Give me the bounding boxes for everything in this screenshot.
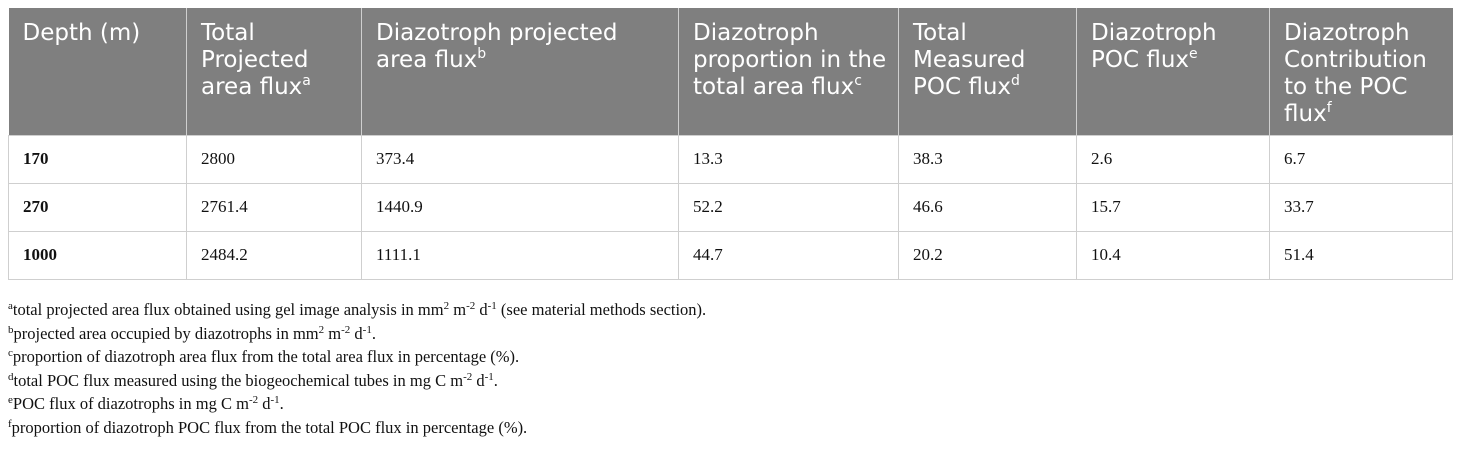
table-row: 170 2800 373.4 13.3 38.3 2.6 6.7 — [8, 134, 1453, 184]
footnote-c: cproportion of diazotroph area flux from… — [8, 347, 520, 366]
footnotes: atotal projected area flux obtained usin… — [8, 298, 706, 439]
table-cell: 2761.4 — [186, 182, 362, 232]
header-total-measured-poc-flux: Total Measured POC fluxd — [898, 8, 1077, 135]
footnote-b: bprojected area occupied by diazotrophs … — [8, 323, 376, 343]
table-cell: 13.3 — [678, 134, 899, 184]
table-cell: 2800 — [186, 134, 362, 184]
table-cell: 51.4 — [1269, 230, 1453, 280]
table-cell: 10.4 — [1076, 230, 1270, 280]
table-cell: 33.7 — [1269, 182, 1453, 232]
table-cell: 1000 — [8, 230, 187, 280]
footnote-e: ePOC flux of diazotrophs in mg C m-2 d-1… — [8, 394, 284, 413]
footnote-f: fproportion of diazotroph POC flux from … — [8, 417, 528, 437]
footnote-d: dtotal POC flux measured using the bioge… — [8, 370, 498, 390]
header-diazotroph-contribution: Diazotroph Contribution to the POC fluxf — [1269, 8, 1453, 135]
table-cell: 44.7 — [678, 230, 899, 280]
table-cell: 46.6 — [898, 182, 1077, 232]
data-table: Depth (m) Total Projected area fluxa Dia… — [8, 8, 1453, 280]
table-cell: 1440.9 — [361, 182, 679, 232]
table-cell: 15.7 — [1076, 182, 1270, 232]
header-diazotroph-projected-area-flux: Diazotroph projected area fluxb — [361, 8, 679, 135]
table-cell: 373.4 — [361, 134, 679, 184]
header-depth: Depth (m) — [8, 8, 187, 135]
table-cell: 52.2 — [678, 182, 899, 232]
table-cell: 170 — [8, 134, 187, 184]
table-cell: 270 — [8, 182, 187, 232]
header-total-projected-area-flux: Total Projected area fluxa — [186, 8, 362, 135]
table-row: 270 2761.4 1440.9 52.2 46.6 15.7 33.7 — [8, 182, 1453, 232]
table-cell: 2.6 — [1076, 134, 1270, 184]
table-cell: 38.3 — [898, 134, 1077, 184]
header-row: Depth (m) Total Projected area fluxa Dia… — [8, 8, 1453, 135]
table-cell: 20.2 — [898, 230, 1077, 280]
table-cell: 1111.1 — [361, 230, 679, 280]
footnote-a: atotal projected area flux obtained usin… — [8, 300, 707, 319]
table-cell: 6.7 — [1269, 134, 1453, 184]
table-row: 1000 2484.2 1111.1 44.7 20.2 10.4 51.4 — [8, 230, 1453, 280]
table-cell: 2484.2 — [186, 230, 362, 280]
header-diazotroph-poc-flux: Diazotroph POC fluxe — [1076, 8, 1270, 135]
header-diazotroph-proportion: Diazotroph proportion in the total area … — [678, 8, 899, 135]
